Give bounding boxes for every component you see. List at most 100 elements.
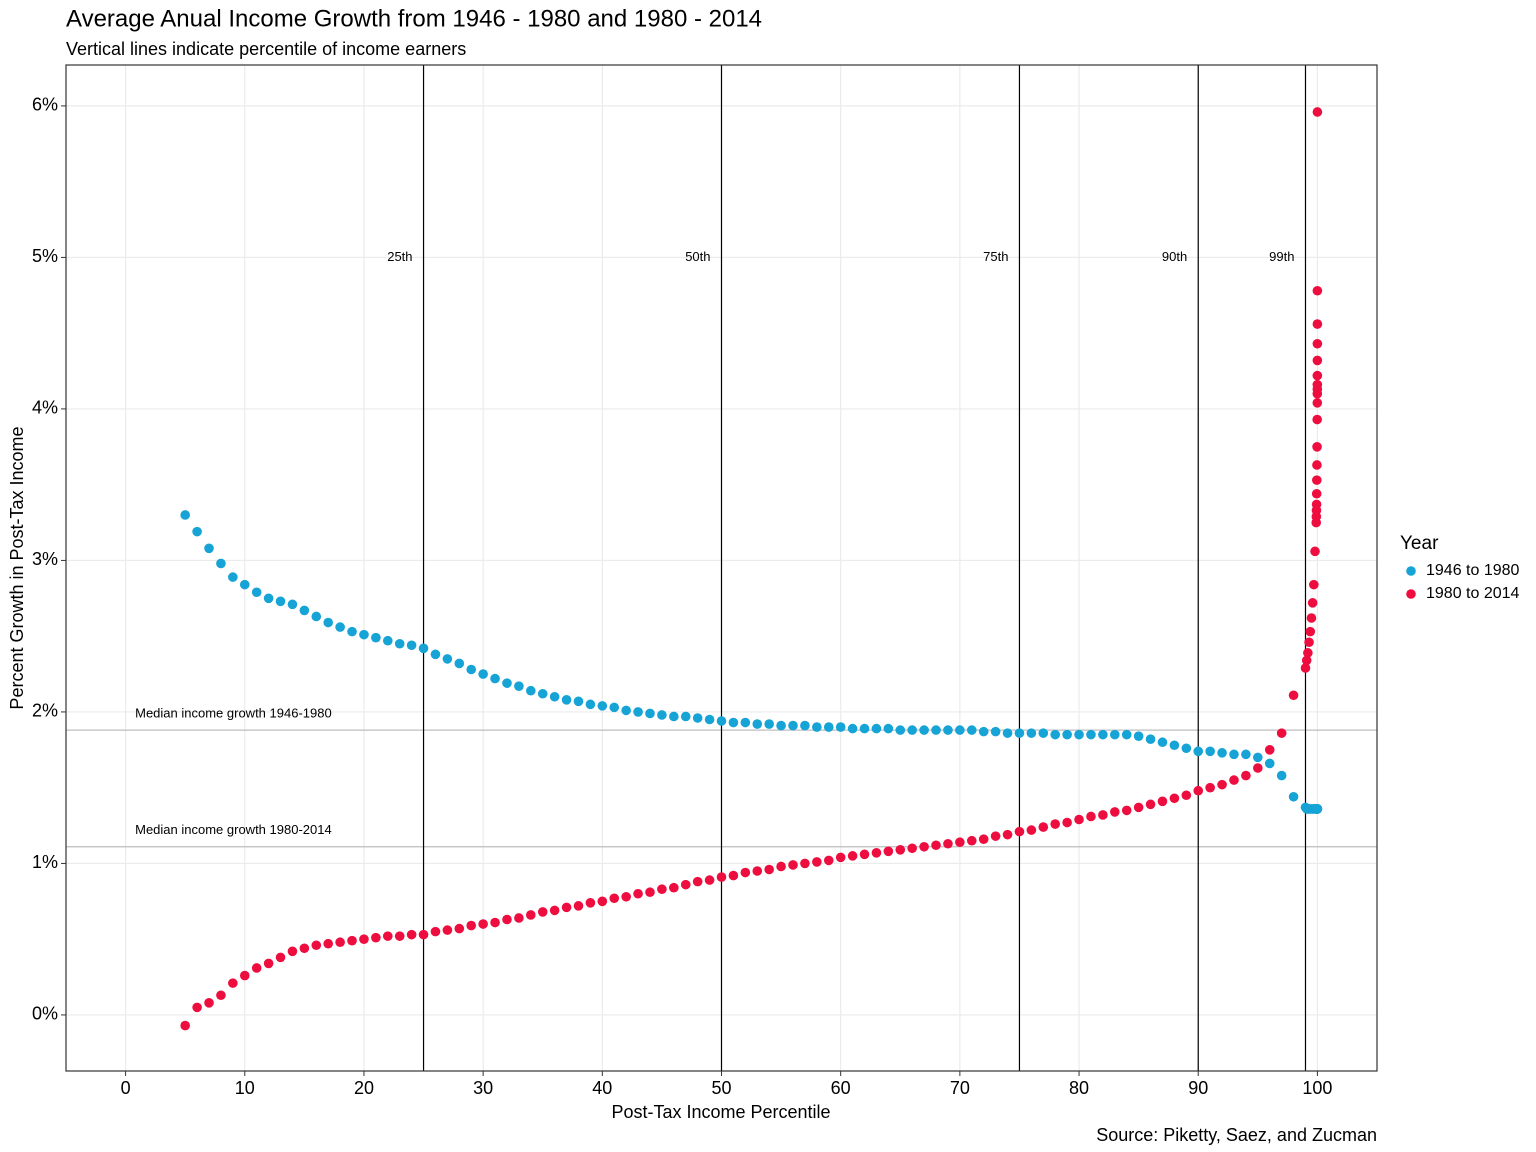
data-point (1050, 819, 1061, 829)
data-point (764, 864, 774, 875)
plot-border (65, 64, 1378, 1072)
data-point (275, 952, 286, 963)
reference-label: Median income growth 1980-2014 (135, 822, 332, 837)
data-point (1303, 648, 1313, 658)
data-point (1062, 729, 1072, 740)
data-point (1038, 728, 1049, 738)
data-point (907, 725, 917, 735)
data-point (1264, 758, 1275, 769)
data-point (1145, 734, 1156, 745)
data-point (823, 855, 834, 866)
data-point (239, 970, 250, 981)
data-point (1309, 579, 1319, 590)
data-point (1157, 796, 1168, 807)
data-point (1300, 663, 1311, 673)
data-point (537, 688, 548, 699)
percentile-label: 90th (1162, 249, 1187, 264)
data-point (442, 925, 453, 935)
data-point (919, 841, 929, 852)
data-point (394, 638, 405, 649)
data-point (1264, 745, 1275, 755)
data-point (990, 831, 1001, 841)
x-tick-label: 60 (831, 1078, 851, 1098)
data-point (537, 907, 548, 917)
x-tick-label: 70 (950, 1078, 970, 1098)
data-point (776, 861, 786, 872)
data-point (716, 872, 727, 882)
data-point (239, 579, 250, 590)
data-point (835, 722, 846, 732)
data-point (216, 558, 226, 569)
data-point (1074, 814, 1084, 825)
data-point (228, 978, 238, 988)
data-point (251, 963, 262, 973)
data-point (1026, 825, 1037, 835)
data-point (1312, 379, 1323, 390)
data-point (1217, 748, 1227, 758)
data-point (406, 640, 417, 651)
data-point (1276, 728, 1287, 738)
data-point (657, 884, 667, 894)
data-point (776, 720, 786, 731)
data-point (478, 919, 488, 929)
data-point (1014, 826, 1025, 837)
data-point (549, 905, 560, 916)
data-point (394, 931, 405, 941)
data-point (669, 711, 679, 722)
percentile-label: 50th (685, 249, 710, 264)
reference-label: Median income growth 1946-1980 (135, 706, 332, 721)
data-point (1312, 804, 1323, 814)
data-point (966, 725, 977, 735)
x-tick-label: 50 (711, 1078, 731, 1098)
data-point (1193, 785, 1204, 796)
data-point (382, 931, 393, 941)
data-point (788, 860, 798, 870)
data-point (1014, 728, 1025, 738)
data-point (704, 714, 715, 725)
data-point (669, 882, 679, 893)
data-point (657, 710, 667, 720)
data-point (728, 870, 739, 881)
y-tick-label: 5% (32, 246, 58, 266)
data-point (680, 879, 691, 890)
data-point (955, 837, 965, 848)
data-point (1086, 811, 1096, 822)
data-point (347, 935, 357, 946)
x-axis-label: Post-Tax Income Percentile (611, 1102, 830, 1122)
data-point (490, 673, 500, 684)
data-point (406, 929, 417, 940)
data-point (704, 875, 715, 885)
legend-label: 1980 to 2014 (1426, 585, 1520, 602)
data-point (1305, 626, 1316, 637)
data-point (1157, 737, 1168, 748)
data-point (311, 611, 322, 622)
data-point (1288, 690, 1299, 701)
y-tick-label: 2% (32, 701, 58, 721)
data-point (549, 691, 560, 702)
data-point (800, 720, 810, 731)
data-point (347, 626, 357, 637)
data-point (1038, 822, 1049, 832)
data-point (287, 946, 298, 957)
data-point (204, 998, 214, 1008)
data-point (573, 901, 584, 911)
data-point (978, 726, 989, 737)
data-point (359, 629, 369, 640)
data-point (1133, 731, 1144, 741)
data-point (1098, 729, 1108, 740)
data-point (990, 726, 1001, 737)
x-tick-label: 10 (235, 1078, 255, 1098)
data-point (1288, 791, 1299, 802)
data-point (371, 932, 381, 943)
y-axis-label: Percent Growth in Post-Tax Income (7, 426, 27, 709)
data-point (812, 722, 822, 732)
data-point (1241, 770, 1251, 781)
data-point (740, 867, 751, 878)
data-point (1312, 319, 1323, 329)
x-tick-label: 80 (1069, 1078, 1089, 1098)
x-tick-label: 20 (354, 1078, 374, 1098)
data-point (597, 701, 608, 711)
data-point (1312, 107, 1323, 117)
data-point (502, 914, 512, 925)
data-point (585, 699, 596, 710)
